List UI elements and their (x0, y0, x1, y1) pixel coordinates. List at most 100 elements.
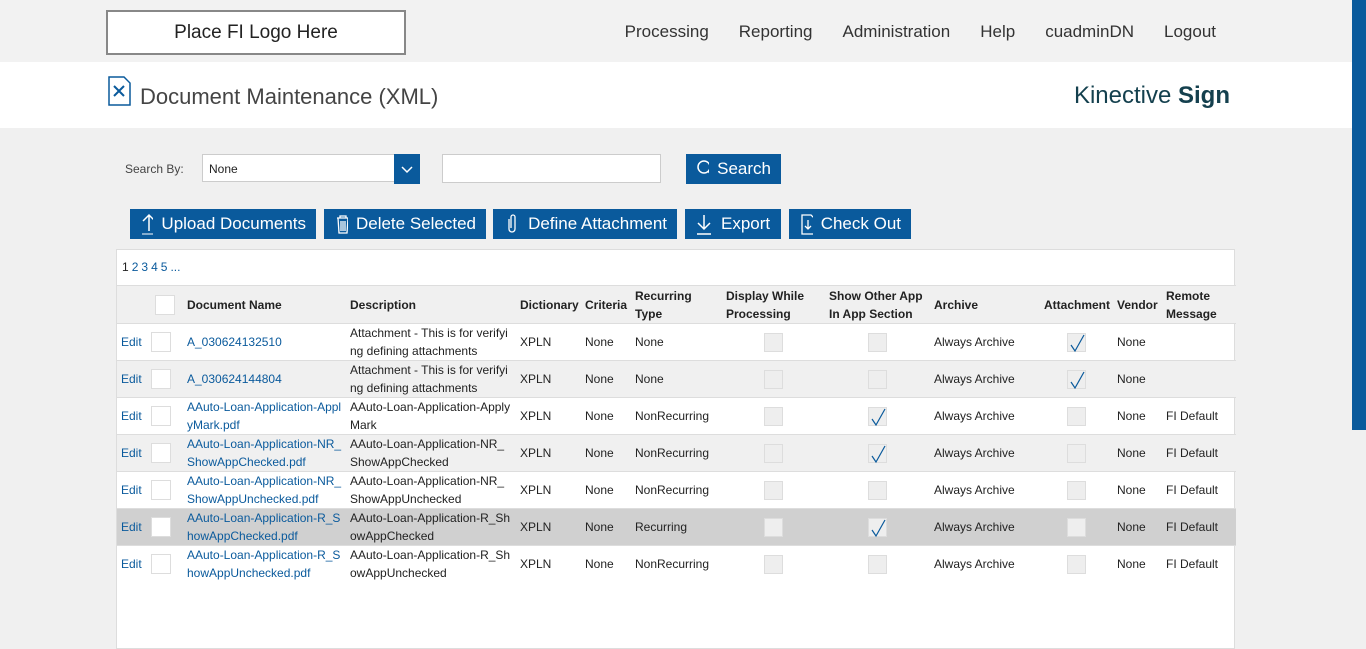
checkbox[interactable] (1067, 517, 1086, 537)
action-button[interactable]: Check Out (789, 209, 911, 239)
display-cell (722, 434, 825, 472)
criteria-cell: None (581, 508, 631, 546)
checkbox[interactable] (1067, 480, 1086, 500)
checkbox[interactable] (151, 369, 171, 389)
edit-link[interactable]: Edit (117, 471, 147, 509)
archive-cell: Always Archive (930, 545, 1040, 582)
edit-link[interactable]: Edit (117, 360, 147, 398)
action-button[interactable]: Export (685, 209, 781, 239)
checkbox[interactable] (868, 443, 887, 463)
checkbox[interactable] (1067, 443, 1086, 463)
table-row: Edit AAuto-Loan-Application-R_ShowAppChec… (117, 508, 1236, 546)
attachment-cell (1040, 323, 1113, 361)
checkbox[interactable] (151, 332, 171, 352)
edit-link[interactable]: Edit (117, 397, 147, 435)
action-label: Define Attachment (528, 214, 667, 233)
search-input[interactable] (442, 154, 661, 183)
select-value: None (209, 162, 238, 176)
show-other-cell (825, 397, 930, 435)
action-button[interactable]: Upload Documents (130, 209, 316, 239)
header-cell: Vendor (1113, 285, 1162, 324)
checkbox[interactable] (868, 406, 887, 426)
description-cell: AAuto-Loan-Application-NR_ShowAppChecked (346, 434, 516, 472)
checkbox[interactable] (764, 517, 783, 537)
document-name[interactable]: AAuto-Loan-Application-NR_ShowAppChecked… (183, 434, 346, 472)
checkbox[interactable] (151, 443, 171, 463)
nav-item[interactable]: Logout (1164, 22, 1216, 41)
recurring-cell: NonRecurring (631, 434, 722, 472)
page-link[interactable]: 1 (122, 260, 129, 274)
row-select (147, 434, 183, 472)
action-button[interactable]: Delete Selected (324, 209, 486, 239)
checkbox[interactable] (868, 480, 887, 500)
checkbox[interactable] (151, 480, 171, 500)
document-name[interactable]: AAuto-Loan-Application-R_ShowAppChecked.… (183, 508, 346, 546)
checkbox[interactable] (151, 406, 171, 426)
checkbox[interactable] (764, 443, 783, 463)
page-link[interactable]: 2 (131, 260, 139, 274)
description-cell: Attachment - This is for verifying defin… (346, 360, 516, 398)
description-cell: AAuto-Loan-Application-NR_ShowAppUncheck… (346, 471, 516, 509)
show-other-cell (825, 360, 930, 398)
criteria-cell: None (581, 360, 631, 398)
checkbox[interactable] (1067, 369, 1086, 389)
checkbox[interactable] (764, 369, 783, 389)
archive-cell: Always Archive (930, 397, 1040, 435)
show-other-cell (825, 434, 930, 472)
document-name[interactable]: AAuto-Loan-Application-ApplyMark.pdf (183, 397, 346, 435)
nav-item[interactable]: Administration (842, 22, 951, 41)
display-cell (722, 360, 825, 398)
remote-cell (1162, 323, 1236, 361)
checkbox[interactable] (151, 554, 171, 574)
page-link[interactable]: 4 (151, 260, 158, 274)
checkbox[interactable] (1067, 554, 1086, 574)
table-row: Edit A_030624132510 Attachment - This is f… (117, 323, 1236, 361)
action-button[interactable]: Define Attachment (493, 209, 677, 239)
checkbox[interactable] (868, 332, 887, 352)
select-arrow (394, 154, 420, 184)
dictionary-cell: XPLN (516, 508, 581, 546)
edit-link[interactable]: Edit (117, 508, 147, 546)
checkbox[interactable] (868, 554, 887, 574)
select-all[interactable] (155, 294, 175, 315)
scrollbar[interactable] (1352, 0, 1366, 430)
nav-item[interactable]: cuadminDN (1045, 22, 1134, 41)
row-select (147, 360, 183, 398)
edit-link[interactable]: Edit (117, 323, 147, 361)
action-icon (337, 215, 348, 234)
checkbox[interactable] (868, 369, 887, 389)
checkbox[interactable] (764, 406, 783, 426)
edit-link[interactable]: Edit (117, 434, 147, 472)
checkbox[interactable] (868, 517, 887, 537)
document-name[interactable]: A_030624144804 (183, 360, 346, 398)
checkbox[interactable] (764, 332, 783, 352)
nav-item[interactable]: Help (980, 22, 1016, 41)
search-button[interactable]: Search (686, 154, 781, 184)
search-select[interactable]: None (202, 154, 420, 184)
nav-item[interactable]: Processing (624, 22, 709, 41)
archive-cell: Always Archive (930, 508, 1040, 546)
description-cell: AAuto-Loan-Application-ApplyMark (346, 397, 516, 435)
checkbox[interactable] (1067, 406, 1086, 426)
document-name[interactable]: AAuto-Loan-Application-R_ShowAppUnchecke… (183, 545, 346, 582)
archive-cell: Always Archive (930, 434, 1040, 472)
edit-link[interactable]: Edit (117, 545, 147, 582)
checkbox[interactable] (764, 554, 783, 574)
page-more[interactable]: ... (170, 260, 181, 274)
checkbox[interactable] (1067, 332, 1086, 352)
header-cell: Attachment (1040, 285, 1113, 324)
vendor-cell: None (1113, 471, 1162, 509)
checkbox[interactable] (764, 480, 783, 500)
vendor-cell: None (1113, 545, 1162, 582)
checkbox[interactable] (151, 517, 171, 537)
documents-table: Document Name Description Dictionary Criter… (117, 285, 1236, 582)
document-name[interactable]: AAuto-Loan-Application-NR_ShowAppUncheck… (183, 471, 346, 509)
page-link[interactable]: 5 (160, 260, 168, 274)
vendor-cell: None (1113, 434, 1162, 472)
logo[interactable]: Place FI Logo Here (106, 10, 406, 55)
header-cell: Remote Message (1162, 285, 1236, 324)
page-link[interactable]: 3 (141, 260, 149, 274)
document-name[interactable]: A_030624132510 (183, 323, 346, 361)
header-cell (117, 285, 147, 324)
nav-item[interactable]: Reporting (738, 22, 813, 41)
